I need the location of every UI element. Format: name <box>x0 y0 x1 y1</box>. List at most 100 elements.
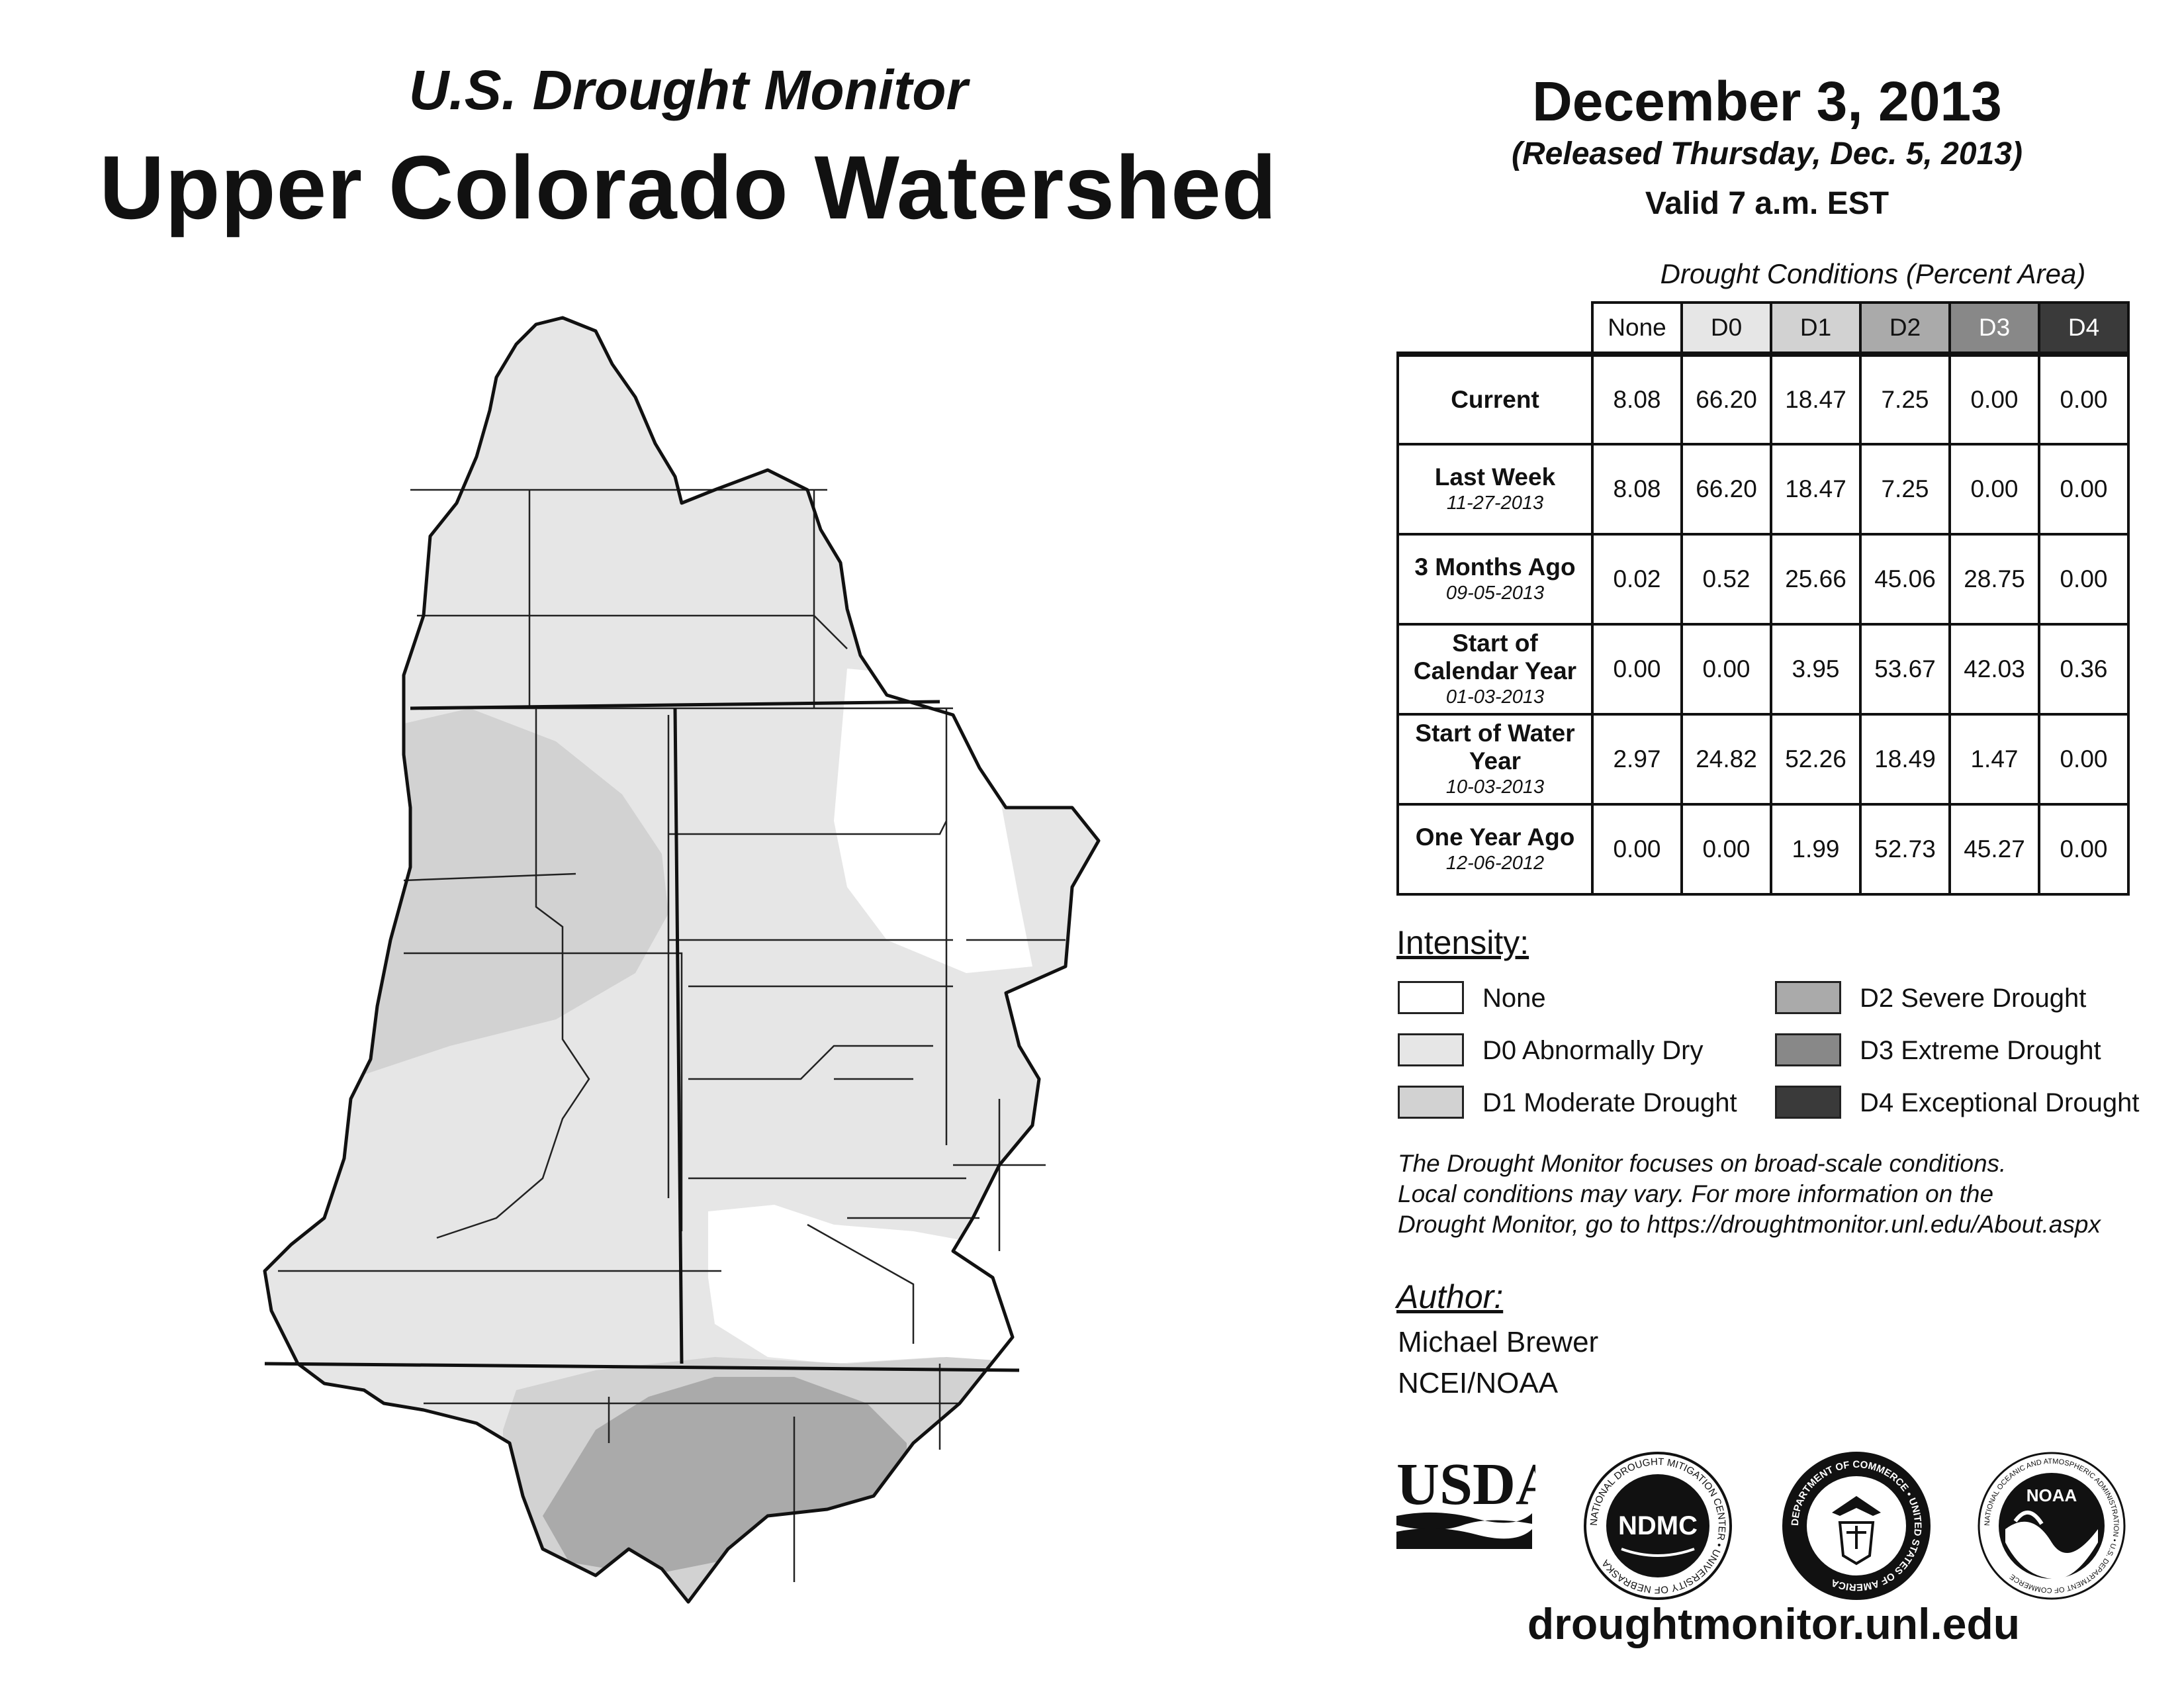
row-label-text: Last Week <box>1434 463 1556 491</box>
none-area-east <box>834 669 1032 973</box>
state-boundaries <box>264 700 1020 1372</box>
column-header: D1 <box>1770 301 1862 355</box>
table-cell: 0.00 <box>1591 803 1683 896</box>
row-label-text: One Year Ago <box>1415 823 1575 851</box>
row-date: 01-03-2013 <box>1445 686 1545 708</box>
author-name: Michael Brewer <box>1398 1326 1599 1358</box>
table-row: One Year Ago 12-06-2012 0.00 0.00 1.99 52… <box>1396 803 2130 896</box>
table-cell: 3.95 <box>1770 623 1862 716</box>
row-label: 3 Months Ago 09-05-2013 <box>1396 533 1594 626</box>
table-cell: 25.66 <box>1770 533 1862 626</box>
county-boundaries <box>278 489 1066 1582</box>
legend-label: D2 Severe Drought <box>1860 984 2087 1013</box>
row-label-text: Current <box>1451 386 1539 413</box>
row-label: Start of Calendar Year 01-03-2013 <box>1396 623 1594 716</box>
ndmc-logo: NATIONAL DROUGHT MITIGATION CENTER • UNI… <box>1584 1452 1732 1600</box>
table-cell: 1.47 <box>1948 713 2040 806</box>
table-cell: 0.00 <box>1591 623 1683 716</box>
table-cell: 0.00 <box>2038 713 2130 806</box>
row-date: 09-05-2013 <box>1445 583 1545 604</box>
author-heading: Author: <box>1396 1278 1504 1315</box>
column-header: D0 <box>1680 301 1772 355</box>
table-cell: 7.25 <box>1859 443 1951 536</box>
column-header: D4 <box>2038 301 2130 355</box>
release-date: (Released Thursday, Dec. 5, 2013) <box>1512 136 2023 171</box>
row-label: One Year Ago 12-06-2012 <box>1396 803 1594 896</box>
table-cell: 66.20 <box>1680 352 1772 445</box>
usda-logo: USDA <box>1396 1452 1535 1549</box>
table-cell: 0.00 <box>1948 352 2040 445</box>
table-corner <box>1398 303 1592 354</box>
table-cell: 0.00 <box>1680 803 1772 896</box>
table-cell: 0.36 <box>2038 623 2130 716</box>
watershed-outline <box>263 316 1101 1604</box>
column-header: D2 <box>1859 301 1951 355</box>
table-cell: 28.75 <box>1948 533 2040 626</box>
row-label-text: Start of Water Year <box>1415 720 1575 774</box>
table-cell: 7.25 <box>1859 352 1951 445</box>
legend-swatch <box>1775 981 1841 1014</box>
usda-logo-text: USDA <box>1396 1452 1535 1517</box>
map-subtitle: U.S. Drought Monitor <box>408 59 968 121</box>
table-cell: 53.67 <box>1859 623 1951 716</box>
note-line: The Drought Monitor focuses on broad-sca… <box>1398 1150 2007 1177</box>
table-row: Last Week 11-27-2013 8.08 66.20 18.47 7.2… <box>1396 443 2130 536</box>
row-label: Current <box>1396 352 1594 445</box>
table-cell: 0.00 <box>2038 533 2130 626</box>
valid-time: Valid 7 a.m. EST <box>1645 186 1889 221</box>
legend-label: D0 Abnormally Dry <box>1482 1036 1704 1065</box>
note-line: Drought Monitor, go to https://droughtmo… <box>1398 1211 2101 1238</box>
table-caption: Drought Conditions (Percent Area) <box>1660 258 2086 289</box>
valid-date: December 3, 2013 <box>1532 70 2002 132</box>
table-cell: 2.97 <box>1591 713 1683 806</box>
table-cell: 0.00 <box>2038 352 2130 445</box>
website-url[interactable]: droughtmonitor.unl.edu <box>1527 1599 2021 1648</box>
row-date: 12-06-2012 <box>1445 853 1545 874</box>
watershed-map <box>263 316 1101 1604</box>
table-cell: 24.82 <box>1680 713 1772 806</box>
table-cell: 45.06 <box>1859 533 1951 626</box>
table-header-row: None D0 D1 D2 D3 D4 <box>1398 301 2130 355</box>
legend-title: Intensity: <box>1396 924 1529 961</box>
table-cell: 8.08 <box>1591 352 1683 445</box>
legend-label: D1 Moderate Drought <box>1482 1088 1737 1117</box>
noaa-logo: NATIONAL OCEANIC AND ATMOSPHERIC ADMINIS… <box>1978 1452 2126 1600</box>
table-cell: 42.03 <box>1948 623 2040 716</box>
table-cell: 18.49 <box>1859 713 1951 806</box>
legend-label: D4 Exceptional Drought <box>1860 1088 2140 1117</box>
table-cell: 0.02 <box>1591 533 1683 626</box>
legend-swatch <box>1775 1086 1841 1119</box>
table-cell: 52.26 <box>1770 713 1862 806</box>
row-label-text: Start of Calendar Year <box>1413 630 1577 684</box>
map-title: Upper Colorado Watershed <box>99 137 1277 238</box>
table-row: Current 8.08 66.20 18.47 7.25 0.00 0.00 <box>1396 352 2130 445</box>
row-label-text: 3 Months Ago <box>1414 553 1576 581</box>
table-row: Start of Calendar Year 01-03-2013 0.00 0.… <box>1396 623 2130 716</box>
row-date: 10-03-2013 <box>1445 776 1545 798</box>
table-row: Start of Water Year 10-03-2013 2.97 24.82… <box>1396 713 2130 806</box>
table-cell: 1.99 <box>1770 803 1862 896</box>
legend-label: D3 Extreme Drought <box>1860 1036 2101 1065</box>
row-label: Last Week 11-27-2013 <box>1396 443 1594 536</box>
noaa-logo-text: NOAA <box>2026 1485 2077 1505</box>
legend-label: None <box>1482 984 1546 1013</box>
table-cell: 0.00 <box>2038 803 2130 896</box>
legend-swatch <box>1398 1086 1464 1119</box>
legend-swatch <box>1398 1033 1464 1066</box>
table-cell: 18.47 <box>1770 352 1862 445</box>
table-row: 3 Months Ago 09-05-2013 0.02 0.52 25.66 4… <box>1396 533 2130 626</box>
table-cell: 0.00 <box>1680 623 1772 716</box>
author-organization: NCEI/NOAA <box>1398 1367 1559 1399</box>
disclaimer-note: The Drought Monitor focuses on broad-sca… <box>1398 1149 2179 1240</box>
table-cell: 0.52 <box>1680 533 1772 626</box>
table-cell: 0.00 <box>1948 443 2040 536</box>
row-label: Start of Water Year 10-03-2013 <box>1396 713 1594 806</box>
note-line: Local conditions may vary. For more info… <box>1398 1180 1994 1207</box>
drought-conditions-table: None D0 D1 D2 D3 D4 Current 8.08 66.20 1… <box>1396 301 2130 896</box>
table-cell: 8.08 <box>1591 443 1683 536</box>
commerce-seal-logo: DEPARTMENT OF COMMERCE • UNITED STATES O… <box>1782 1452 1931 1600</box>
table-cell: 18.47 <box>1770 443 1862 536</box>
table-cell: 52.73 <box>1859 803 1951 896</box>
ndmc-logo-text: NDMC <box>1618 1511 1698 1540</box>
row-date: 11-27-2013 <box>1446 492 1544 514</box>
